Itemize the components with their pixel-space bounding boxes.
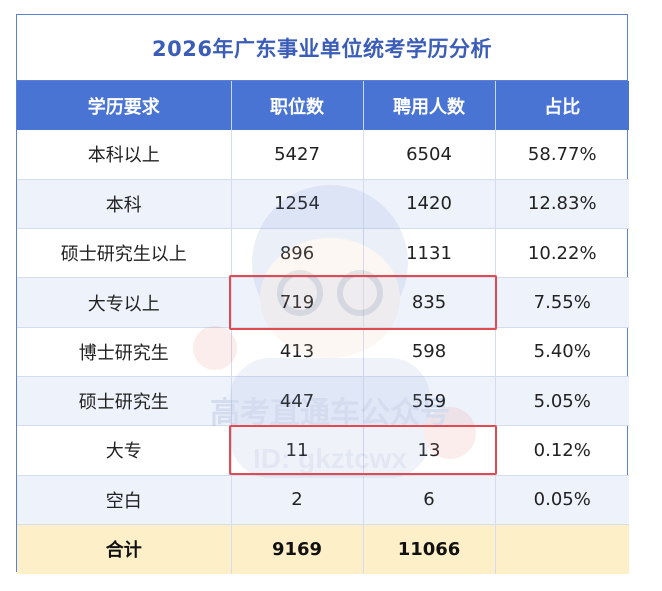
cell-hires: 835 bbox=[363, 277, 496, 328]
education-table: 学历要求 职位数 聘用人数 占比 本科以上 5427 6504 58.77% 本… bbox=[17, 81, 629, 574]
cell-hires: 598 bbox=[363, 327, 496, 377]
cell-share: 58.77% bbox=[495, 130, 629, 180]
table-row: 本科以上 5427 6504 58.77% bbox=[17, 130, 629, 180]
header-share: 占比 bbox=[495, 81, 629, 130]
table-row: 博士研究生 413 598 5.40% bbox=[17, 327, 629, 377]
header-positions: 职位数 bbox=[231, 81, 364, 130]
table-row: 本科 1254 1420 12.83% bbox=[17, 179, 629, 230]
cell-positions: 5427 bbox=[231, 130, 364, 180]
cell-positions: 447 bbox=[231, 376, 364, 427]
cell-education: 硕士研究生 bbox=[17, 376, 232, 427]
cell-hires: 6504 bbox=[363, 130, 496, 180]
cell-hires: 6 bbox=[363, 475, 496, 525]
table-row: 硕士研究生 447 559 5.05% bbox=[17, 376, 629, 427]
total-row: 合计 9169 11066 bbox=[17, 524, 629, 574]
cell-education: 博士研究生 bbox=[17, 327, 232, 377]
header-education: 学历要求 bbox=[17, 81, 232, 130]
cell-positions: 413 bbox=[231, 327, 364, 377]
table-row: 空白 2 6 0.05% bbox=[17, 475, 629, 525]
cell-education: 大专 bbox=[17, 425, 232, 476]
cell-hires: 559 bbox=[363, 376, 496, 427]
table-row: 大专以上 719 835 7.55% bbox=[17, 277, 629, 328]
cell-education: 大专以上 bbox=[17, 277, 232, 328]
cell-positions: 719 bbox=[231, 277, 364, 328]
cell-education: 空白 bbox=[17, 475, 232, 525]
cell-positions: 896 bbox=[231, 228, 364, 279]
header-row: 学历要求 职位数 聘用人数 占比 bbox=[17, 81, 629, 130]
cell-share: 0.12% bbox=[495, 425, 629, 476]
cell-education: 本科 bbox=[17, 179, 232, 230]
cell-share: 0.05% bbox=[495, 475, 629, 525]
cell-positions: 11 bbox=[231, 425, 364, 476]
cell-education: 本科以上 bbox=[17, 130, 232, 180]
table-frame: 2026年广东事业单位统考学历分析 学历要求 职位数 聘用人数 占比 本科以上 … bbox=[16, 14, 629, 574]
total-label: 合计 bbox=[17, 524, 232, 574]
total-share bbox=[495, 524, 629, 574]
header-hires: 聘用人数 bbox=[363, 81, 496, 130]
cell-hires: 1131 bbox=[363, 228, 496, 279]
table-row: 大专 11 13 0.12% bbox=[17, 425, 629, 476]
cell-hires: 13 bbox=[363, 425, 496, 476]
cell-education: 硕士研究生以上 bbox=[17, 228, 232, 279]
cell-share: 7.55% bbox=[495, 277, 629, 328]
cell-share: 5.40% bbox=[495, 327, 629, 377]
total-hires: 11066 bbox=[363, 524, 496, 574]
total-positions: 9169 bbox=[231, 524, 364, 574]
table-row: 硕士研究生以上 896 1131 10.22% bbox=[17, 228, 629, 279]
cell-positions: 1254 bbox=[231, 179, 364, 230]
table-title: 2026年广东事业单位统考学历分析 bbox=[17, 15, 627, 81]
cell-share: 12.83% bbox=[495, 179, 629, 230]
cell-share: 5.05% bbox=[495, 376, 629, 427]
cell-positions: 2 bbox=[231, 475, 364, 525]
cell-hires: 1420 bbox=[363, 179, 496, 230]
cell-share: 10.22% bbox=[495, 228, 629, 279]
